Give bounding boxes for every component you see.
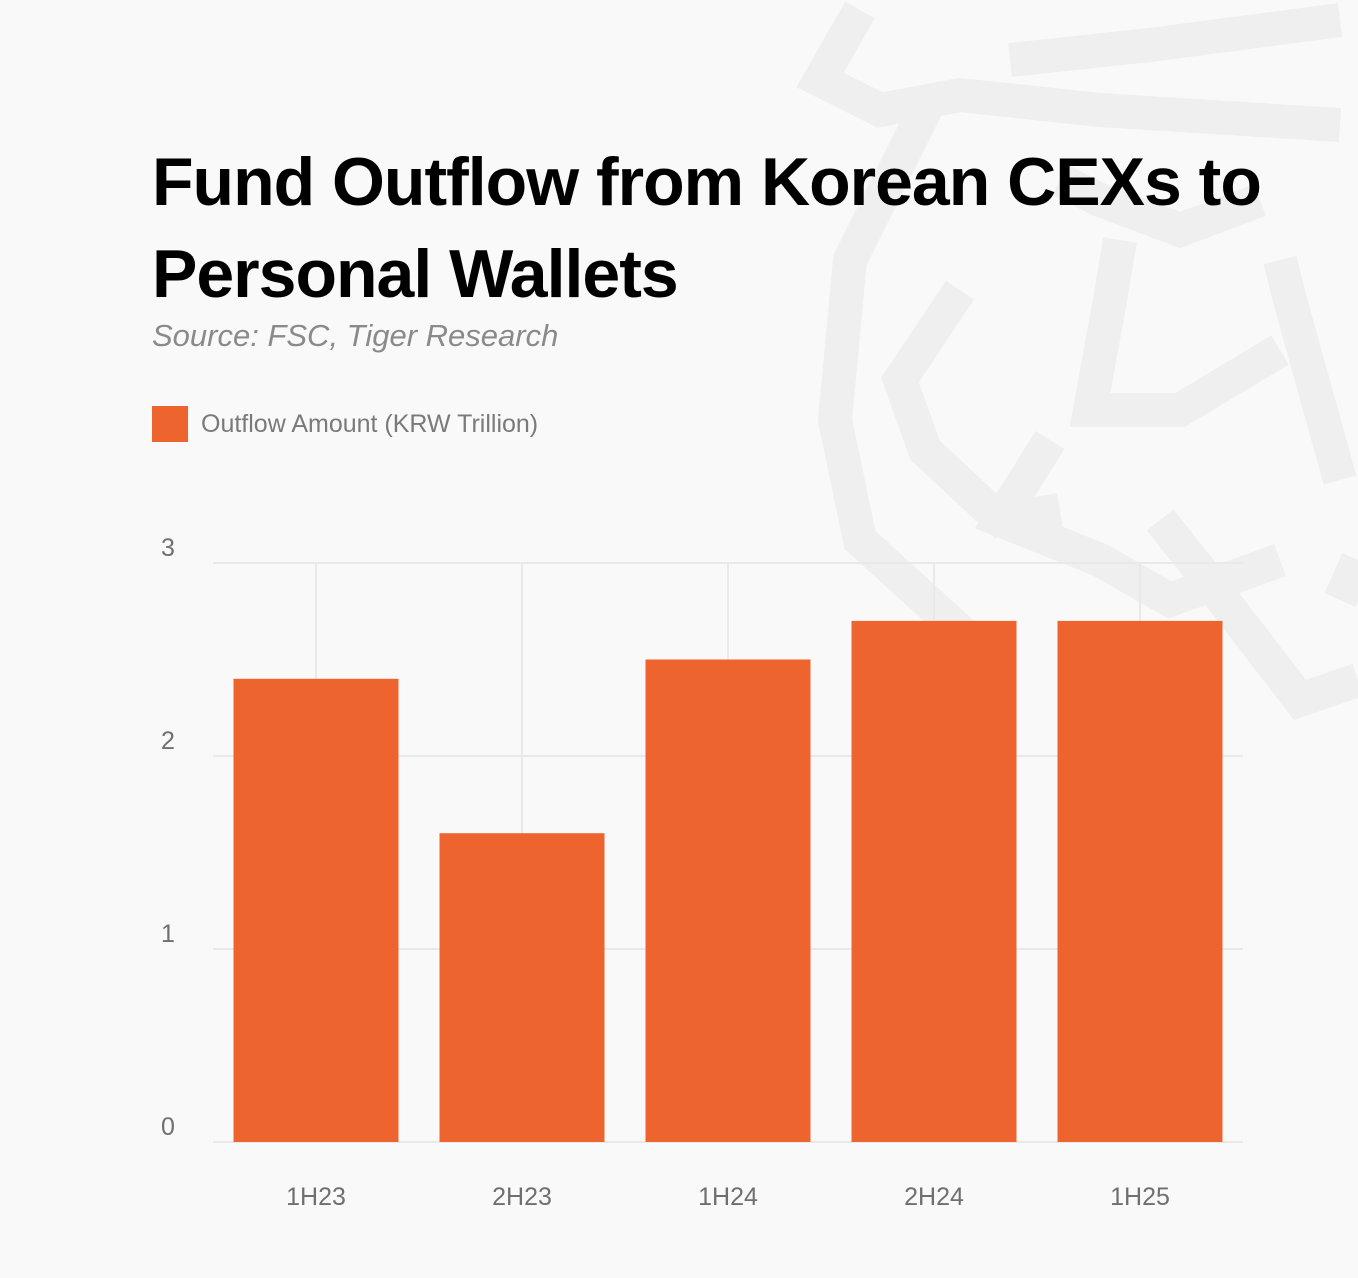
bar-1H25 (1057, 620, 1223, 1142)
x-tick-label: 2H24 (904, 1183, 964, 1211)
legend: Outflow Amount (KRW Trillion) (152, 406, 538, 442)
x-tick-label: 2H23 (492, 1183, 552, 1211)
y-tick-label: 3 (161, 534, 175, 562)
bar-1H23 (233, 678, 399, 1142)
x-tick-label: 1H23 (286, 1183, 346, 1211)
x-tick-label: 1H25 (1110, 1183, 1170, 1211)
x-axis-labels: 1H23 2H23 1H24 2H24 1H25 (286, 1183, 1170, 1211)
x-tick-label: 1H24 (698, 1183, 758, 1211)
bar-2H23 (439, 833, 605, 1142)
bar-1H24 (645, 659, 811, 1142)
y-tick-label: 0 (161, 1113, 175, 1141)
y-axis-labels: 0 1 2 3 (161, 534, 175, 1141)
legend-label: Outflow Amount (KRW Trillion) (201, 409, 539, 438)
legend-swatch-icon (152, 406, 188, 442)
y-tick-label: 2 (161, 727, 175, 755)
chart-source: Source: FSC, Tiger Research (152, 318, 559, 353)
chart-title: Fund Outflow from Korean CEXs to Persona… (152, 144, 1262, 312)
y-tick-label: 1 (161, 920, 175, 948)
bars (233, 620, 1223, 1142)
bar-2H24 (851, 620, 1017, 1142)
